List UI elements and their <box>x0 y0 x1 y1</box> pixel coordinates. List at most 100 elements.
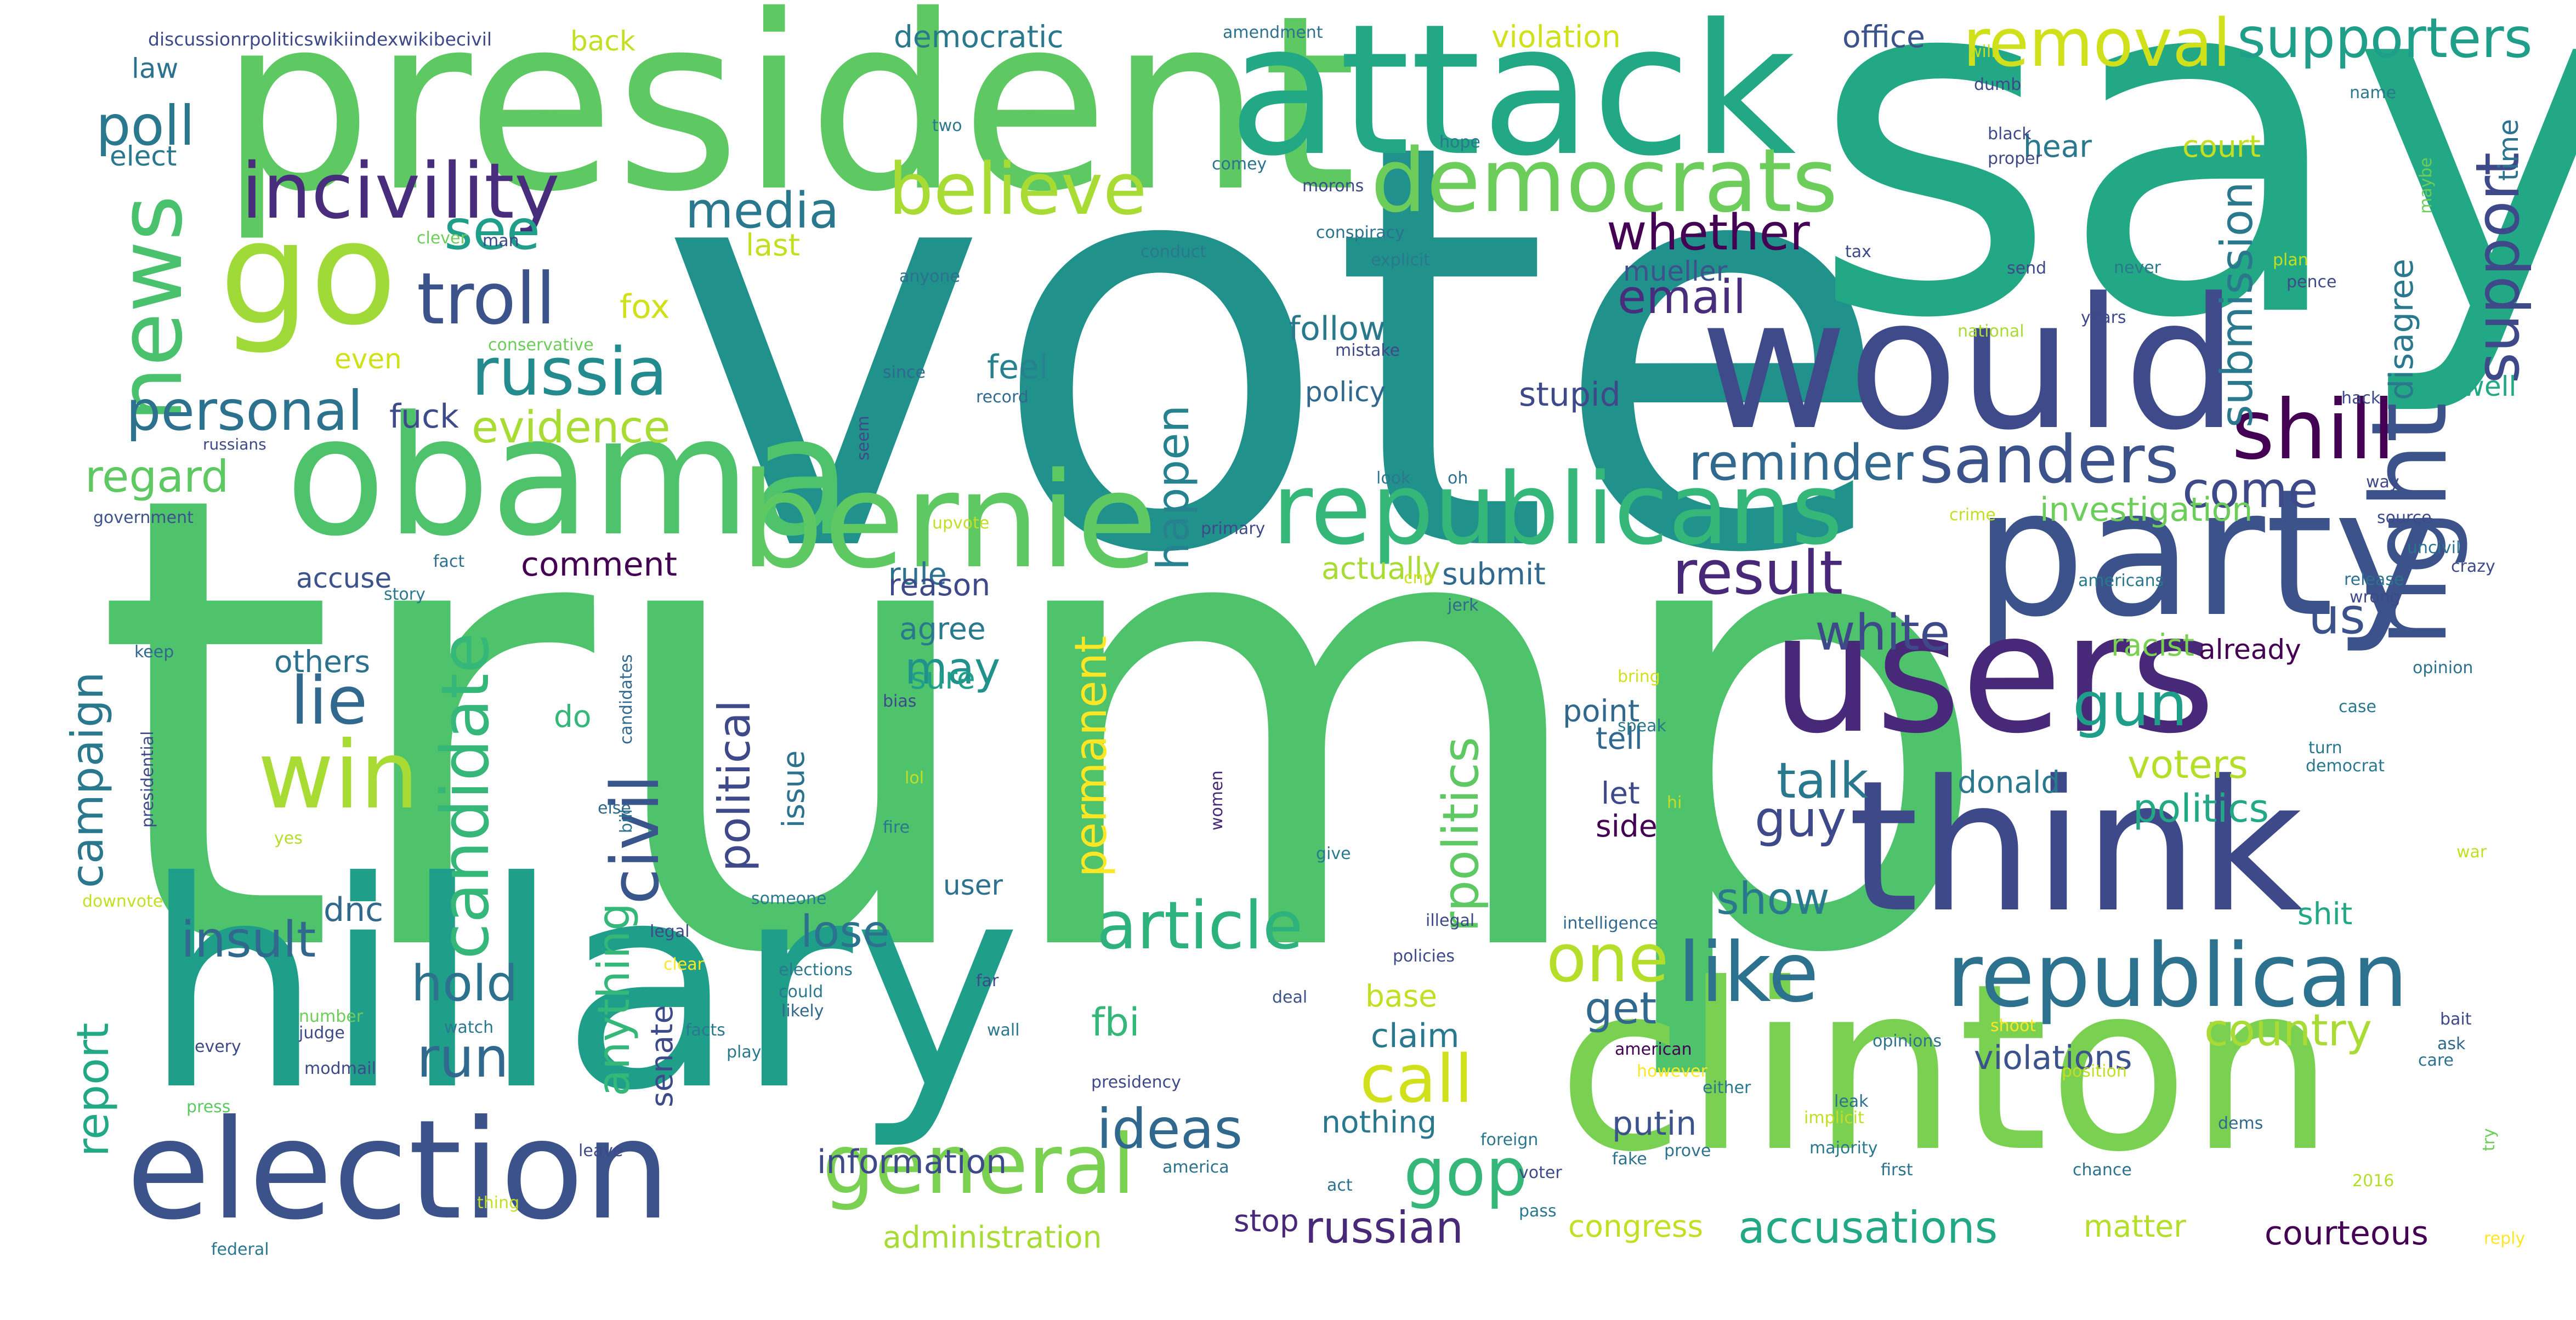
word: submission <box>2211 181 2262 428</box>
word: base <box>1365 978 1438 1014</box>
word: trump <box>92 362 1996 1090</box>
word: say <box>1809 0 2576 423</box>
word: whether <box>1607 204 1810 261</box>
word: amendment <box>1223 23 1323 42</box>
word: oh <box>1448 469 1468 488</box>
word: incivility <box>241 147 560 236</box>
word: actually <box>1321 551 1441 586</box>
word: reason <box>888 567 991 602</box>
word: investigation <box>2040 491 2253 529</box>
word: plan <box>2273 251 2308 270</box>
word: sanders <box>1919 422 2179 498</box>
word: dems <box>2218 1114 2263 1133</box>
word: stop <box>1234 1203 1299 1238</box>
word: shill <box>2232 383 2396 478</box>
word: intelligence <box>1563 914 1659 933</box>
word: however <box>1637 1062 1707 1081</box>
word: well <box>2462 371 2517 402</box>
word: donald <box>1957 765 2061 800</box>
word: reply <box>2484 1229 2526 1248</box>
word: users <box>1771 578 2216 770</box>
word: dumb <box>1974 75 2022 94</box>
word: turn <box>2308 738 2342 758</box>
word: see <box>444 198 541 262</box>
word: already <box>2199 634 2301 665</box>
word: law <box>132 53 179 84</box>
word: clear <box>663 955 705 974</box>
word: result <box>1672 538 1843 608</box>
word: chance <box>2073 1160 2132 1180</box>
word: story <box>384 585 425 604</box>
word: judge <box>299 1023 345 1043</box>
word: two <box>932 116 962 135</box>
word: troll <box>417 257 556 340</box>
word: lol <box>905 769 924 788</box>
word: russian <box>1305 1202 1463 1253</box>
word: implicit <box>1804 1108 1864 1128</box>
word: legal <box>650 922 690 941</box>
word: either <box>1703 1078 1751 1097</box>
word: national <box>1957 322 2024 341</box>
word: country <box>2204 1005 2372 1056</box>
word: democratic <box>894 19 1064 54</box>
word: number <box>299 1007 364 1026</box>
word: try <box>2479 1128 2499 1151</box>
word: elect <box>110 140 177 172</box>
word: watch <box>444 1018 494 1037</box>
word: senate <box>644 1005 679 1107</box>
word: upvote <box>932 514 990 533</box>
word: courteous <box>2265 1214 2429 1253</box>
word: far <box>976 971 999 991</box>
word: court <box>2182 129 2261 164</box>
word: sure <box>910 661 975 696</box>
word: release <box>2344 570 2404 589</box>
word: source <box>2377 508 2432 527</box>
word: never <box>2114 258 2161 277</box>
word: voters <box>2127 742 2249 787</box>
word: feel <box>987 348 1048 386</box>
word: modmail <box>304 1059 376 1078</box>
word: bernie <box>740 444 1158 598</box>
word: think <box>1848 742 2303 952</box>
word: user <box>943 869 1003 901</box>
word: presidency <box>1091 1073 1181 1092</box>
word: leak <box>1834 1092 1869 1111</box>
word: fact <box>433 552 465 571</box>
word: come <box>2182 462 2318 519</box>
word: rule <box>888 556 947 591</box>
word: russians <box>203 435 266 453</box>
word: russia <box>472 334 668 411</box>
word: support <box>2462 152 2533 384</box>
word: hack <box>2341 389 2381 408</box>
word: back <box>570 25 636 57</box>
word: fbi <box>1091 1000 1140 1045</box>
word: mistake <box>1335 341 1400 360</box>
word: will <box>1968 42 1996 61</box>
word: pass <box>1519 1202 1557 1221</box>
word: primary <box>1201 519 1266 538</box>
word: comey <box>1212 155 1267 174</box>
word: conduct <box>1141 242 1207 261</box>
word: mueller <box>1623 255 1728 287</box>
word: candidates <box>617 654 636 744</box>
word: foreign <box>1480 1130 1539 1150</box>
word: conservative <box>488 335 594 355</box>
word: hi <box>1667 793 1682 812</box>
word: side <box>1596 809 1658 844</box>
word: election <box>126 1090 671 1250</box>
word: shit <box>2297 896 2353 931</box>
word: rpolitics <box>1432 737 1490 932</box>
word: believe <box>888 147 1147 231</box>
word: seem <box>854 416 873 460</box>
word: play <box>727 1043 762 1062</box>
word: happen <box>1148 405 1199 570</box>
word: morons <box>1302 177 1364 196</box>
word: even <box>334 343 402 375</box>
word: would <box>1700 259 2239 470</box>
word: crime <box>1949 505 1996 525</box>
word: dnc <box>324 891 384 929</box>
word: every <box>195 1037 241 1056</box>
word: point <box>1563 693 1640 729</box>
word: talk <box>1777 752 1869 810</box>
